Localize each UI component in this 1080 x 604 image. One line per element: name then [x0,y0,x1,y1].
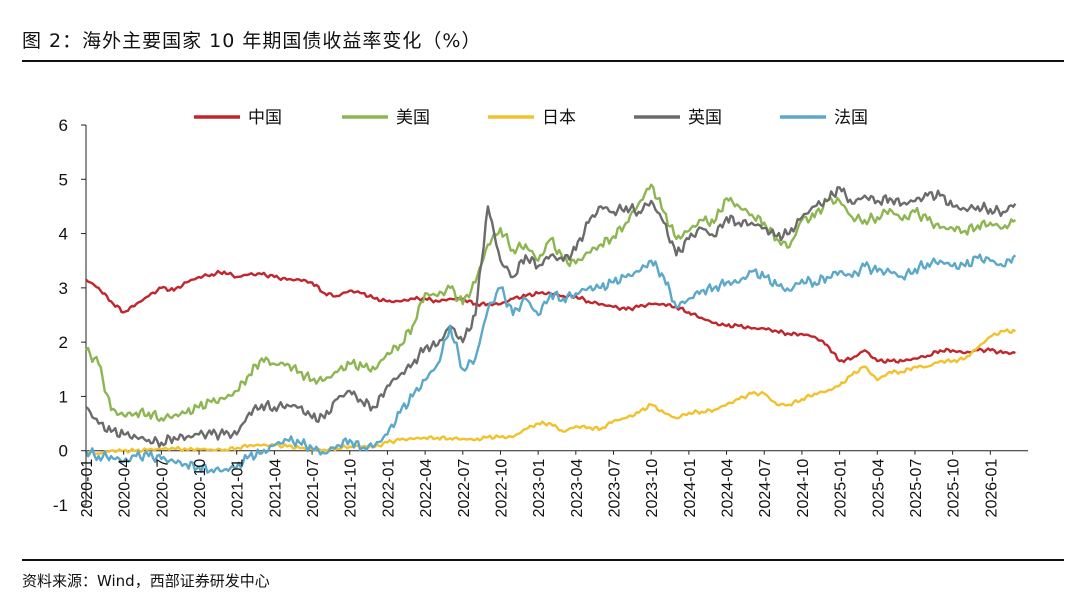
x-tick-label: 2022-01 [380,459,397,518]
y-tick-label: 1 [59,387,68,406]
x-tick-label: 2020-10 [192,459,209,518]
y-tick-label: 2 [59,333,68,352]
chart-series [84,183,1017,474]
x-tick-label: 2025-04 [870,459,887,518]
x-tick-label: 2020-04 [117,459,134,518]
x-tick-label: 2023-01 [531,459,548,518]
y-tick-label: 6 [59,116,68,135]
x-tick-label: 2026-01 [983,459,1000,518]
x-tick-label: 2021-07 [305,459,322,518]
series-line-3 [85,328,1017,456]
y-tick-label: -1 [53,496,68,515]
x-tick-label: 2023-10 [644,459,661,518]
series-line-2 [85,183,1017,422]
bottom-rule [22,559,1064,561]
y-tick-label: 5 [59,170,68,189]
chart-axes: -1 0 1 2 3 4 5 6 [53,116,1028,515]
x-tick-label: 2025-10 [946,459,963,518]
x-tick-label: 2020-01 [79,459,96,518]
x-tick-label: 2021-10 [343,459,360,518]
x-tick-label: 2024-01 [682,459,699,518]
x-tick-label: 2023-07 [607,459,624,518]
series-line-5 [84,253,1017,474]
x-tick-label: 2022-04 [418,459,435,518]
y-tick-label: 3 [59,279,68,298]
legend-label: 英国 [688,108,722,127]
source-note: 资料来源：Wind，西部证券研发中心 [22,572,270,590]
x-tick-label: 2024-04 [720,459,737,518]
x-tick-label: 2024-07 [757,459,774,518]
y-tick-label: 4 [59,225,68,244]
figure-title: 图 2：海外主要国家 10 年期国债收益率变化（%） [22,30,482,52]
series-line-1 [85,269,1016,364]
legend-label: 美国 [396,108,430,127]
x-tick-label: 2025-07 [908,459,925,518]
chart-panel: 中国 美国 日本 英国 法国 -1 0 1 2 3 4 5 6 2020-01 2020-04 2020-… [22,75,1064,549]
y-tick-label: 0 [59,442,68,461]
legend-label: 法国 [834,108,868,127]
chart-legend: 中国 美国 日本 英国 法国 [194,108,868,127]
legend-label: 日本 [542,108,576,127]
x-tick-label: 2023-04 [569,459,586,518]
x-axis-ticks: 2020-01 2020-04 2020-07 2020-10 2021-01 2021-… [79,450,1000,518]
x-tick-label: 2021-01 [230,459,247,518]
series-line-4 [85,186,1017,448]
x-tick-label: 2025-01 [833,459,850,518]
x-tick-label: 2021-04 [267,459,284,518]
x-tick-label: 2020-07 [154,459,171,518]
top-rule [22,60,1064,62]
legend-label: 中国 [248,108,282,127]
x-tick-label: 2022-10 [493,459,510,518]
x-tick-label: 2024-10 [795,459,812,518]
x-tick-label: 2022-07 [456,459,473,518]
